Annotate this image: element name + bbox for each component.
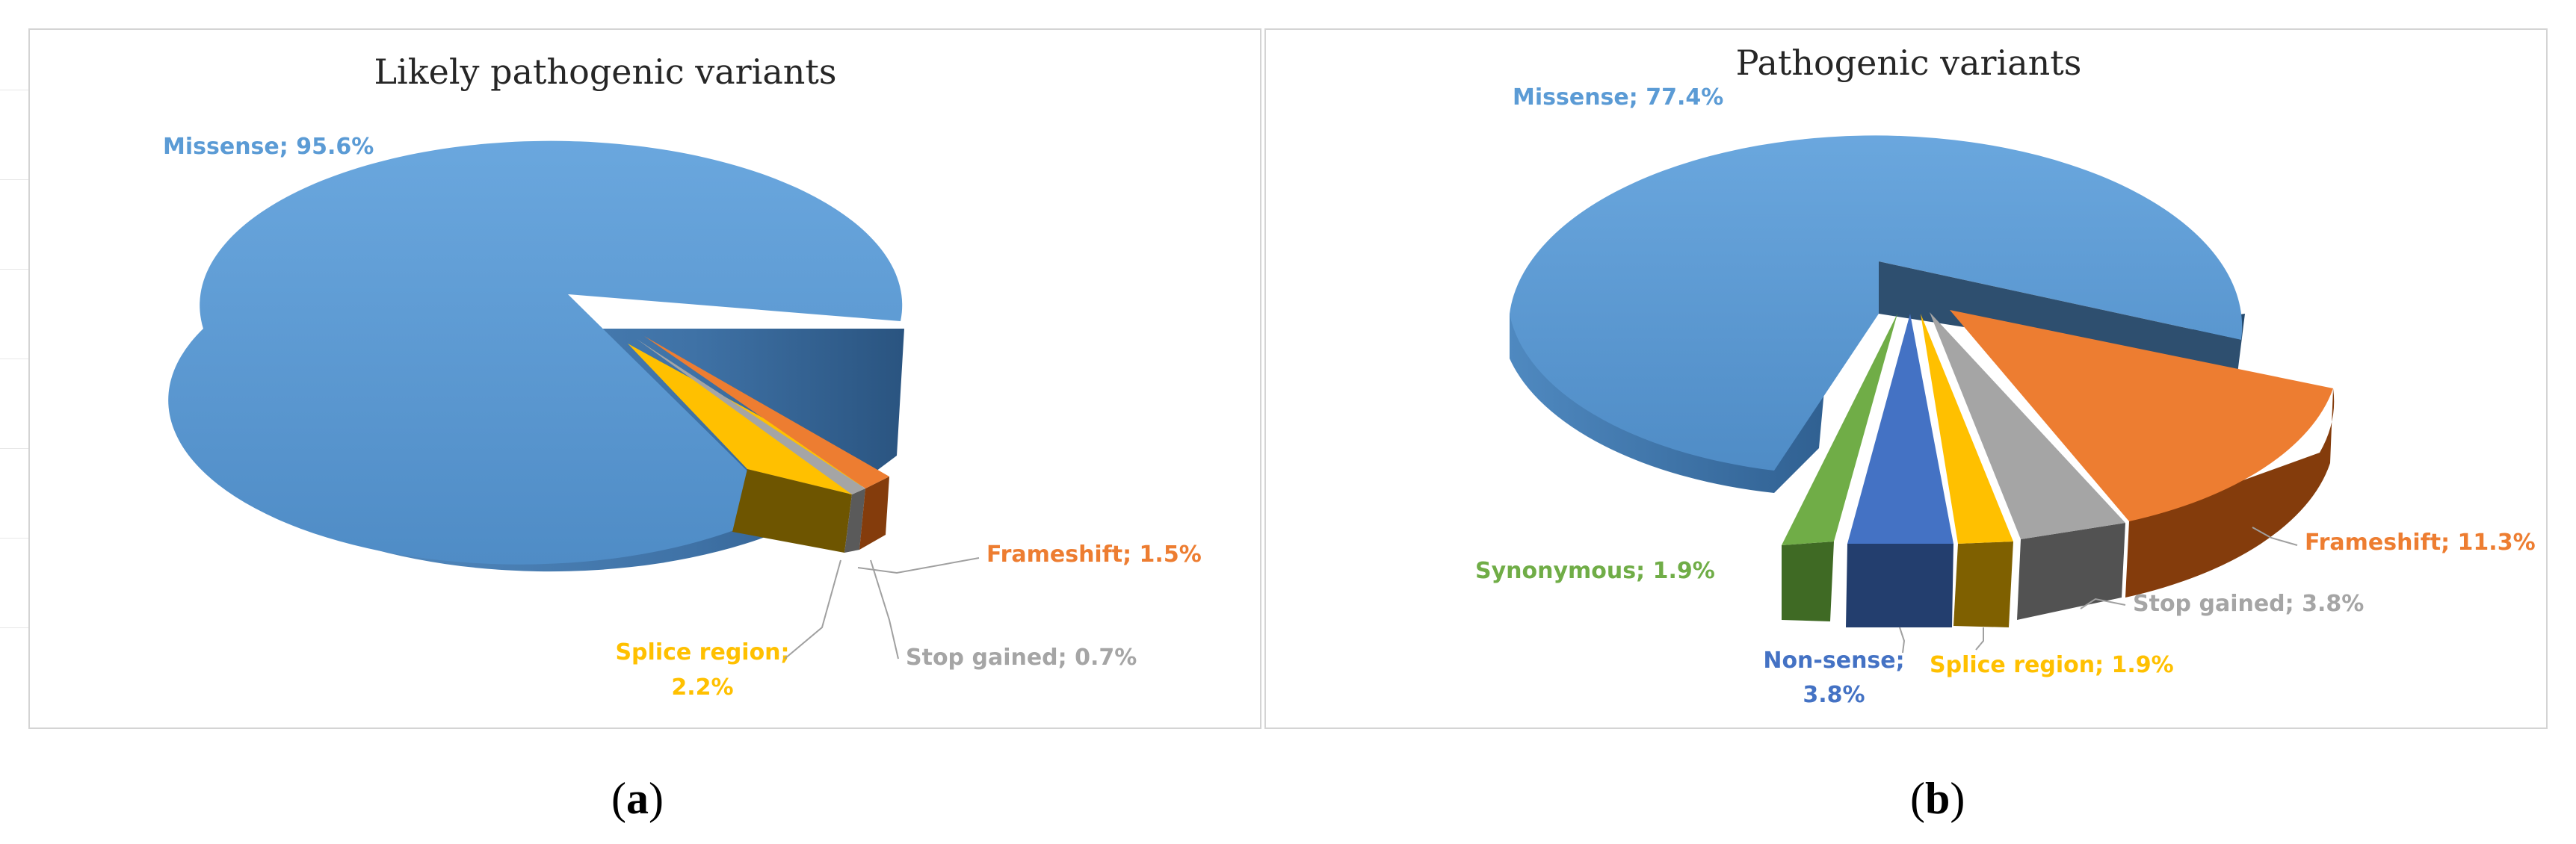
slice-missense-b <box>1510 135 2245 493</box>
panel-caption-a: (a) <box>611 774 664 823</box>
leader-non-sense-b <box>1899 627 1906 654</box>
label-splice-region-a-line2: 2.2% <box>671 674 733 701</box>
label-frameshift-b: Frameshift; 11.3% <box>2305 530 2536 556</box>
slice-frameshift-a <box>644 336 889 550</box>
pie-chart-b: Pathogenic variants <box>1475 43 2536 708</box>
chart-panel-b: Pathogenic variants <box>1264 28 2548 729</box>
leader-splice-region-b <box>1975 627 1984 651</box>
panel-caption-b: (b) <box>1910 774 1965 823</box>
leader-stop-gained-b <box>2080 598 2126 609</box>
label-stop-gained-a: Stop gained; 0.7% <box>906 645 1137 671</box>
chart-title-b: Pathogenic variants <box>1736 43 2082 83</box>
label-splice-region-a-line1: Splice region; <box>615 639 789 665</box>
pie-chart-a: Likely pathogenic variants Missense; 95.… <box>163 52 1202 701</box>
label-missense-b: Missense; 77.4% <box>1513 84 1723 111</box>
label-splice-region-b: Splice region; 1.9% <box>1930 652 2174 678</box>
slice-stop-gained-b <box>1930 312 2125 620</box>
leader-stop-gained-a <box>870 559 899 660</box>
slice-stop-gained-a <box>637 339 865 553</box>
label-frameshift-a: Frameshift; 1.5% <box>986 542 1202 568</box>
label-stop-gained-b: Stop gained; 3.8% <box>2133 591 2364 617</box>
label-synonymous-b: Synonymous; 1.9% <box>1475 558 1715 584</box>
slice-non-sense-b <box>1846 314 1953 627</box>
label-non-sense-b-line2: 3.8% <box>1803 682 1865 708</box>
chart-title-a: Likely pathogenic variants <box>374 52 836 92</box>
label-non-sense-b-line1: Non-sense; <box>1763 648 1904 674</box>
leader-frameshift-b <box>2252 527 2298 546</box>
slice-splice-region-b <box>1921 314 2013 627</box>
leader-frameshift-a <box>857 557 980 574</box>
slice-synonymous-b <box>1782 314 1897 621</box>
label-missense-a: Missense; 95.6% <box>163 134 374 160</box>
chart-panel-a: Likely pathogenic variants Missense; 95.… <box>28 28 1261 729</box>
slice-frameshift-b <box>1950 310 2335 598</box>
leader-splice-region-a <box>784 559 841 660</box>
